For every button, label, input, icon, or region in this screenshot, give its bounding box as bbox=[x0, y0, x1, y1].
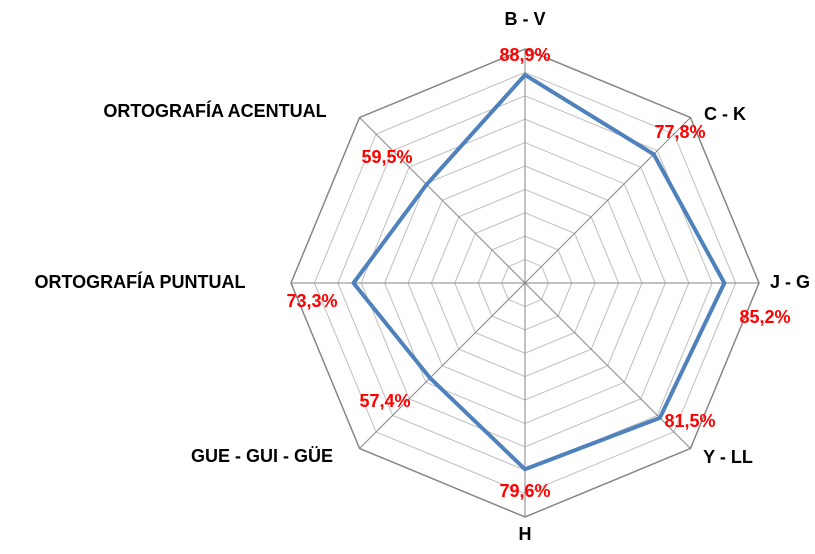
spoke bbox=[359, 282, 526, 449]
value-label: 79,6% bbox=[499, 481, 550, 501]
spoke bbox=[524, 282, 691, 449]
radar-line bbox=[351, 72, 727, 472]
category-label: H bbox=[519, 524, 532, 544]
category-label: Y - LL bbox=[703, 447, 753, 467]
category-label: J - G bbox=[770, 272, 810, 292]
category-label: GUE - GUI - GÜE bbox=[191, 446, 333, 466]
category-label: ORTOGRAFÍA PUNTUAL bbox=[35, 271, 246, 292]
value-label: 88,9% bbox=[499, 45, 550, 65]
spoke bbox=[359, 117, 526, 284]
value-label: 85,2% bbox=[739, 307, 790, 327]
value-label: 57,4% bbox=[359, 391, 410, 411]
value-label: 59,5% bbox=[361, 147, 412, 167]
category-label: ORTOGRAFÍA ACENTUAL bbox=[103, 100, 326, 121]
spoke bbox=[524, 117, 691, 284]
category-label: C - K bbox=[704, 104, 746, 124]
value-label: 81,5% bbox=[664, 411, 715, 431]
category-label: B - V bbox=[504, 9, 545, 29]
value-label: 73,3% bbox=[286, 291, 337, 311]
value-label: 77,8% bbox=[654, 122, 705, 142]
